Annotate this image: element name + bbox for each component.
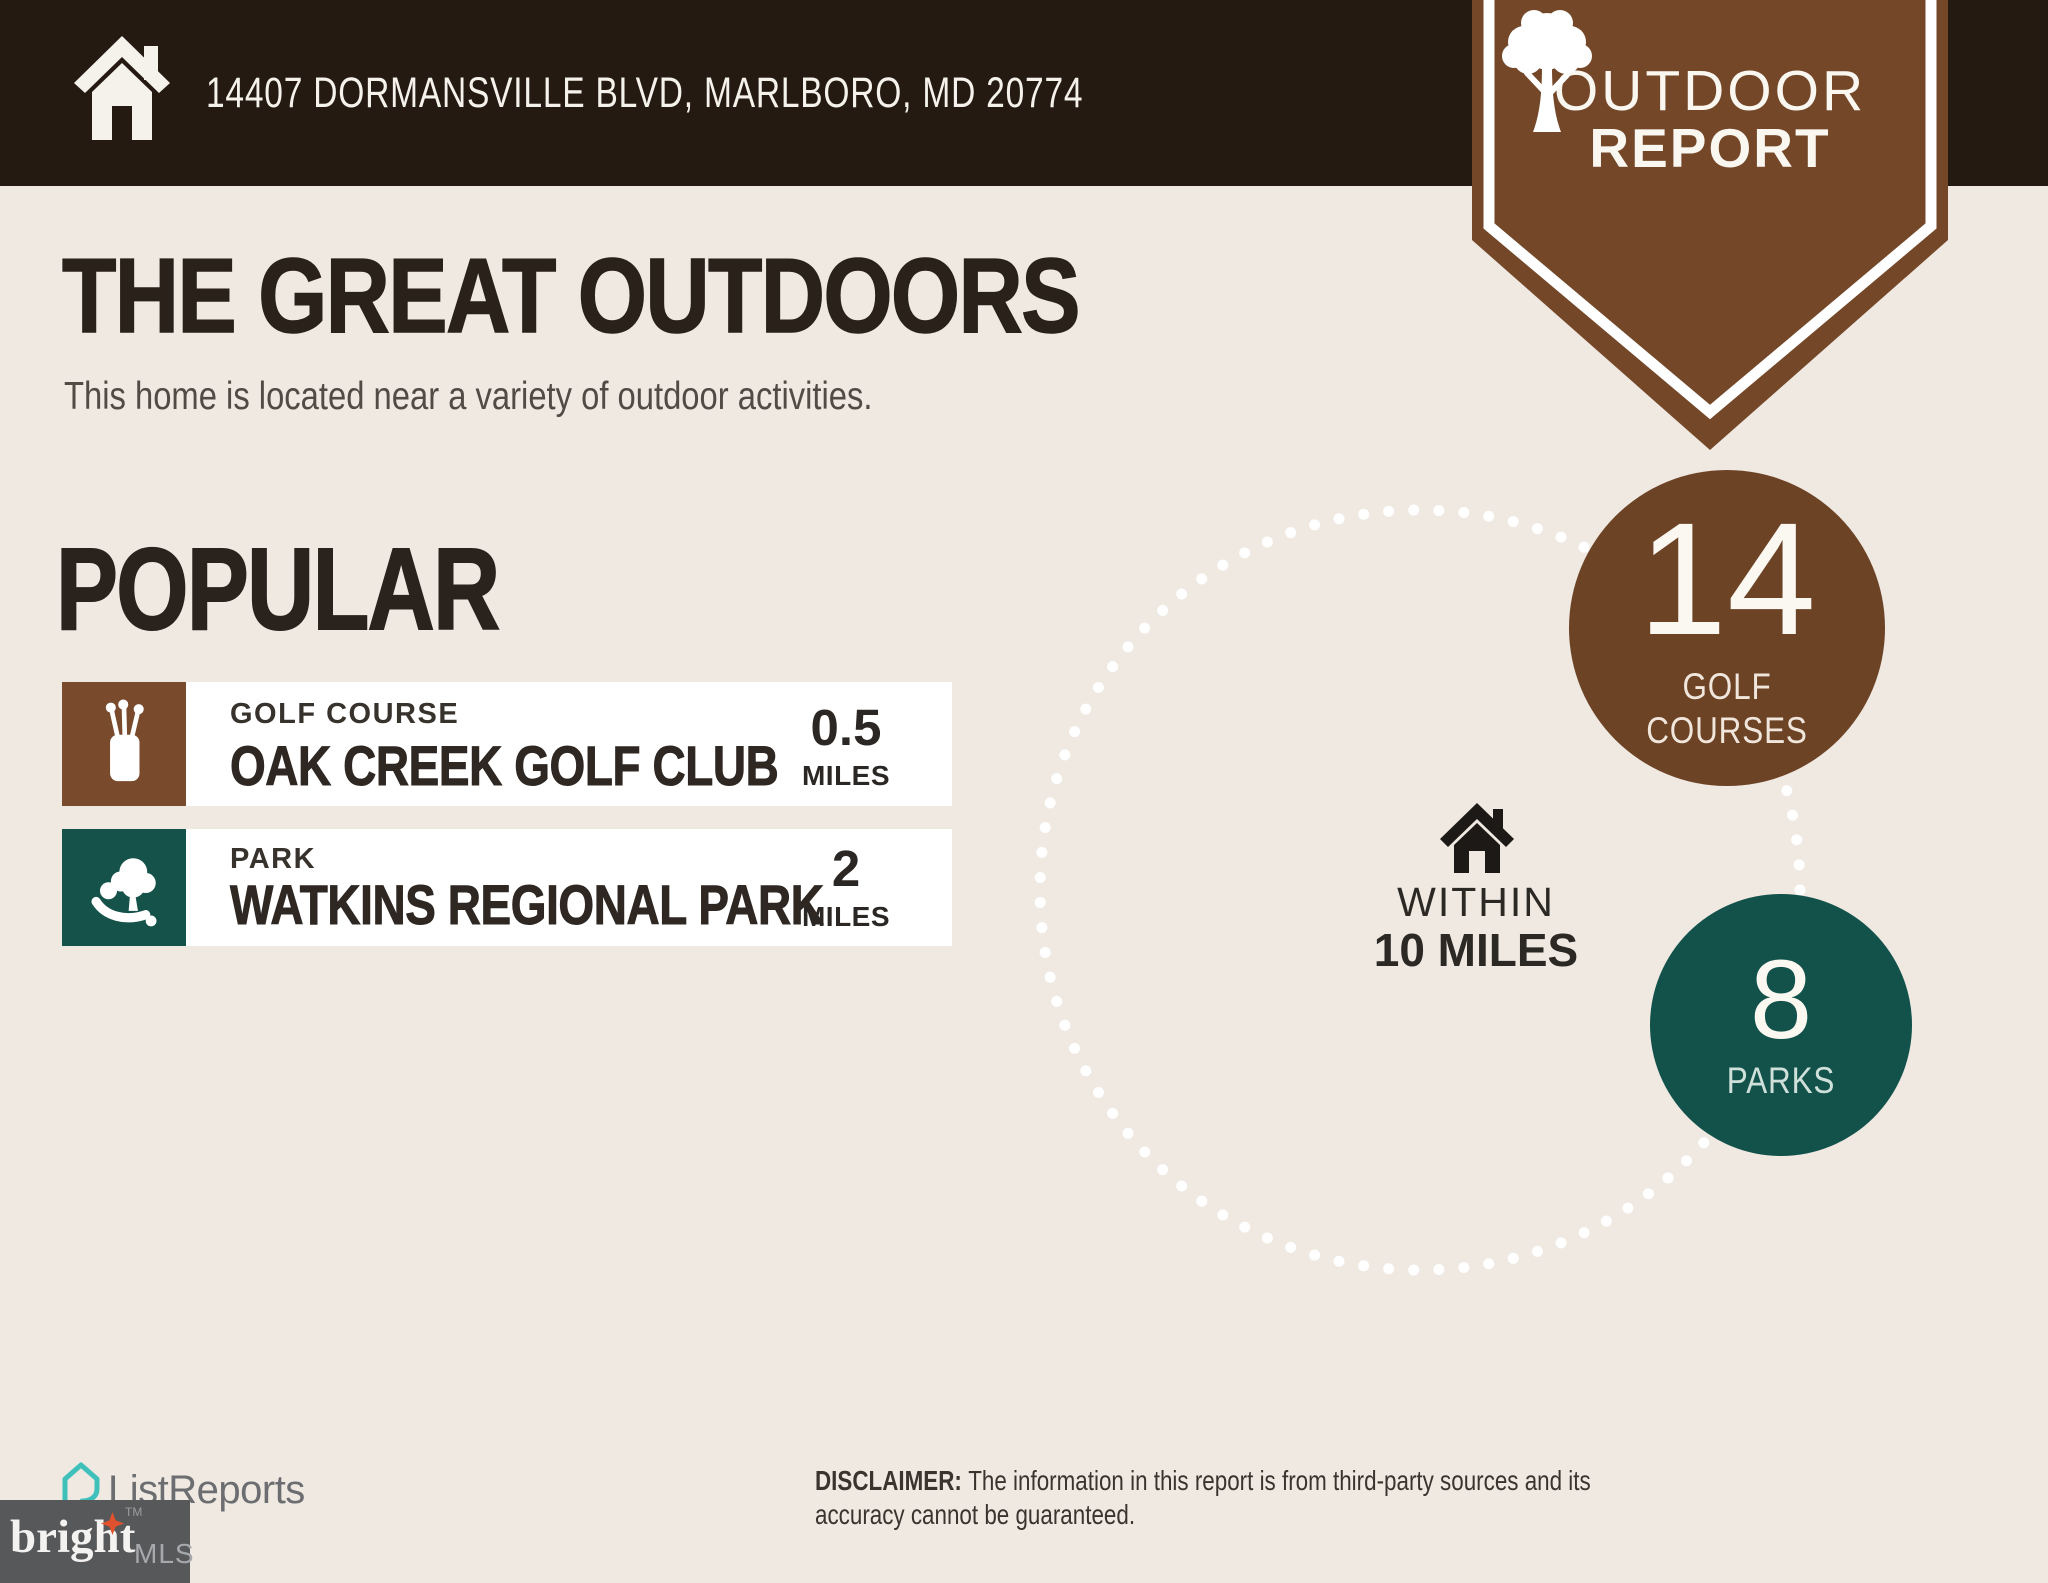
home-location-icon [1440,803,1514,873]
golf-bag-icon [105,699,144,782]
distance-unit: MILES [801,901,891,932]
distance-value: 0.5 [810,699,882,756]
disclaimer-text: DISCLAIMER: The information in this repor… [815,1465,1591,1530]
listreports-house-icon [62,1462,100,1505]
trademark-symbol: TM [125,1505,143,1519]
radius-dotted-circle [1034,504,1806,1276]
page-title: THE GREAT OUTDOORS [61,237,1081,355]
poi-name: OAK CREEK GOLF CLUB [230,734,780,797]
poi-distance: 0.5 MILES [762,702,930,790]
poi-category: PARK [230,843,317,875]
park-count: 8 [1749,936,1813,1062]
mls-logo-text: MLS [134,1538,195,1569]
ribbon-shape [1472,0,1948,450]
golf-course-count-label: GOLF COURSES [1646,665,1808,751]
home-icon [74,36,170,140]
distance-unit: MILES [801,760,891,791]
poi-name: WATKINS REGIONAL PARK [230,873,825,936]
page-subtitle: This home is located near a variety of o… [64,375,873,418]
bright-mls-logo: bright TM MLS [0,1500,194,1583]
badge-title-line1: OUTDOOR [1553,59,1867,123]
park-icon-square [62,829,186,946]
poi-card-golf-course: GOLF COURSE OAK CREEK GOLF CLUB 0.5 MILE… [62,682,952,806]
within-label: WITHIN [1397,879,1555,925]
badge-title-line2: REPORT [1589,117,1831,179]
poi-category: GOLF COURSE [230,698,460,730]
stat-circle-parks: 8 PARKS [1650,894,1912,1156]
property-address: 14407 DORMANSVILLE BLVD, MARLBORO, MD 20… [206,68,1084,117]
disclaimer-label: DISCLAIMER: [815,1465,962,1496]
stat-circle-golf-courses: 14 GOLF COURSES [1569,470,1885,786]
poi-distance: 2 MILES [762,843,930,931]
golf-course-count: 14 [1638,488,1816,668]
outdoor-report-badge: OUTDOOR REPORT [1472,0,1948,454]
golf-icon-square [62,682,186,806]
tree-icon [1502,10,1592,132]
park-trees-icon [91,857,157,926]
park-count-label: PARKS [1726,1060,1836,1101]
bright-star-icon [101,1512,124,1535]
radius-label: 10 MILES [1373,924,1579,976]
poi-card-park: PARK WATKINS REGIONAL PARK 2 MILES [62,829,952,946]
popular-heading: POPULAR [55,524,501,654]
distance-value: 2 [831,840,861,897]
